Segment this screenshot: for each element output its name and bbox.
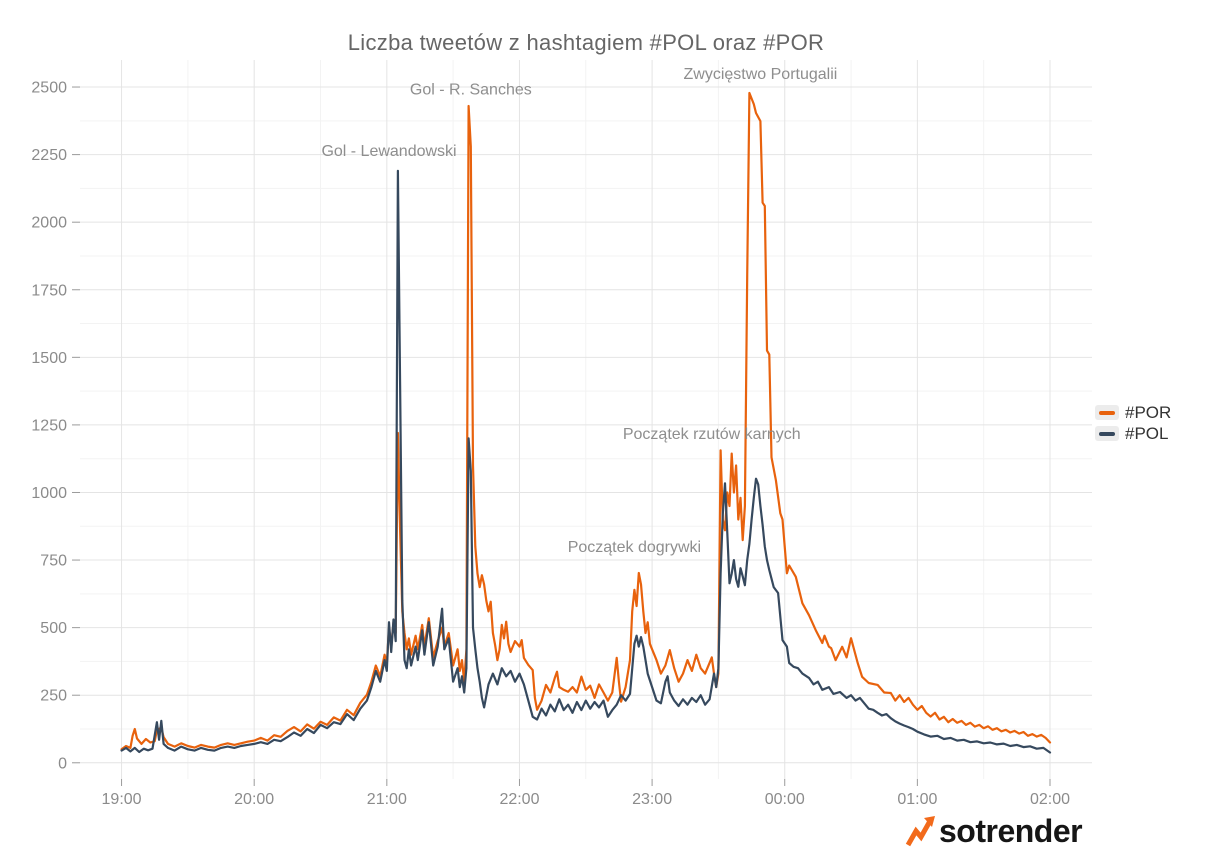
y-tick-label: 2250: [31, 147, 67, 164]
x-tick-label: 01:00: [897, 791, 937, 808]
y-tick-label: 500: [40, 620, 67, 637]
x-tick-label: 00:00: [765, 791, 805, 808]
legend-item-por[interactable]: #POR: [1095, 402, 1171, 423]
y-tick-label: 2500: [31, 80, 67, 97]
legend-label-por: #POR: [1125, 402, 1172, 422]
x-tick-label: 02:00: [1030, 791, 1070, 808]
chart-title: Liczba tweetów z hashtagiem #POL oraz #P…: [347, 30, 825, 55]
annotation-gol-r-sanches: Gol - R. Sanches: [410, 82, 532, 99]
y-tick-label: 1750: [31, 282, 67, 299]
y-tick-label: 1500: [31, 350, 67, 367]
legend-item-pol[interactable]: #POL: [1095, 423, 1171, 444]
sotrender-logo: sotrender: [905, 812, 1083, 850]
x-tick-label: 20:00: [234, 791, 274, 808]
y-tick-label: 0: [58, 755, 67, 772]
annotation-gol-lewandowski: Gol - Lewandowski: [321, 143, 456, 160]
legend-key-pol-icon: [1095, 426, 1119, 441]
x-tick-label: 19:00: [102, 791, 142, 808]
brand-name: sotrender: [939, 812, 1083, 849]
series-line-pol[interactable]: [120, 169, 1052, 754]
x-tick-label: 22:00: [499, 791, 539, 808]
y-tick-label: 1000: [31, 485, 67, 502]
series-line-por[interactable]: [120, 91, 1052, 751]
chart-canvas: 0 250 500 750 1000 1250 1500 1750 2000 2250 2500 19…: [31, 60, 1092, 808]
annotation-zwyci-stwo-portugalii: Zwycięstwo Portugalii: [684, 66, 838, 83]
x-tick-label: 23:00: [632, 791, 672, 808]
y-tick-label: 2000: [31, 215, 67, 232]
x-tick-label: 21:00: [367, 791, 407, 808]
y-tick-label: 250: [40, 688, 67, 705]
annotation-pocz-tek-dogrywki: Początek dogrywki: [568, 539, 701, 556]
legend: #POR #POL: [1095, 402, 1171, 444]
y-tick-label: 750: [40, 553, 67, 570]
annotation-pocz-tek-rzut-w-karnych: Początek rzutów karnych: [623, 426, 801, 443]
legend-key-por-icon: [1095, 405, 1119, 420]
legend-label-pol: #POL: [1125, 423, 1169, 443]
trend-arrow-icon: [905, 816, 935, 847]
y-tick-label: 1250: [31, 417, 67, 434]
